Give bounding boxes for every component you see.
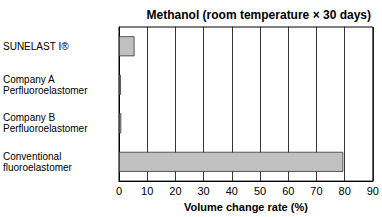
svg-text:70: 70 bbox=[310, 185, 322, 197]
svg-text:50: 50 bbox=[254, 185, 266, 197]
svg-text:90: 90 bbox=[367, 185, 379, 197]
svg-text:Volume change rate (%): Volume change rate (%) bbox=[184, 201, 308, 213]
svg-text:80: 80 bbox=[339, 185, 351, 197]
svg-text:20: 20 bbox=[169, 185, 181, 197]
svg-text:0: 0 bbox=[116, 185, 122, 197]
svg-text:Perfluoroelastomer: Perfluoroelastomer bbox=[3, 123, 88, 134]
svg-text:30: 30 bbox=[198, 185, 210, 197]
svg-text:Methanol (room temperature × 3: Methanol (room temperature × 30 days) bbox=[147, 8, 371, 22]
svg-text:fluoroelastomer: fluoroelastomer bbox=[3, 162, 73, 173]
svg-text:40: 40 bbox=[226, 185, 238, 197]
svg-text:10: 10 bbox=[141, 185, 153, 197]
svg-text:Company A: Company A bbox=[3, 74, 57, 85]
svg-text:Company B: Company B bbox=[3, 112, 58, 123]
svg-text:Conventional: Conventional bbox=[3, 151, 64, 162]
svg-text:SUNELAST I®: SUNELAST I® bbox=[3, 41, 69, 52]
svg-text:Perfluoroelastomer: Perfluoroelastomer bbox=[3, 85, 88, 96]
svg-text:60: 60 bbox=[282, 185, 294, 197]
